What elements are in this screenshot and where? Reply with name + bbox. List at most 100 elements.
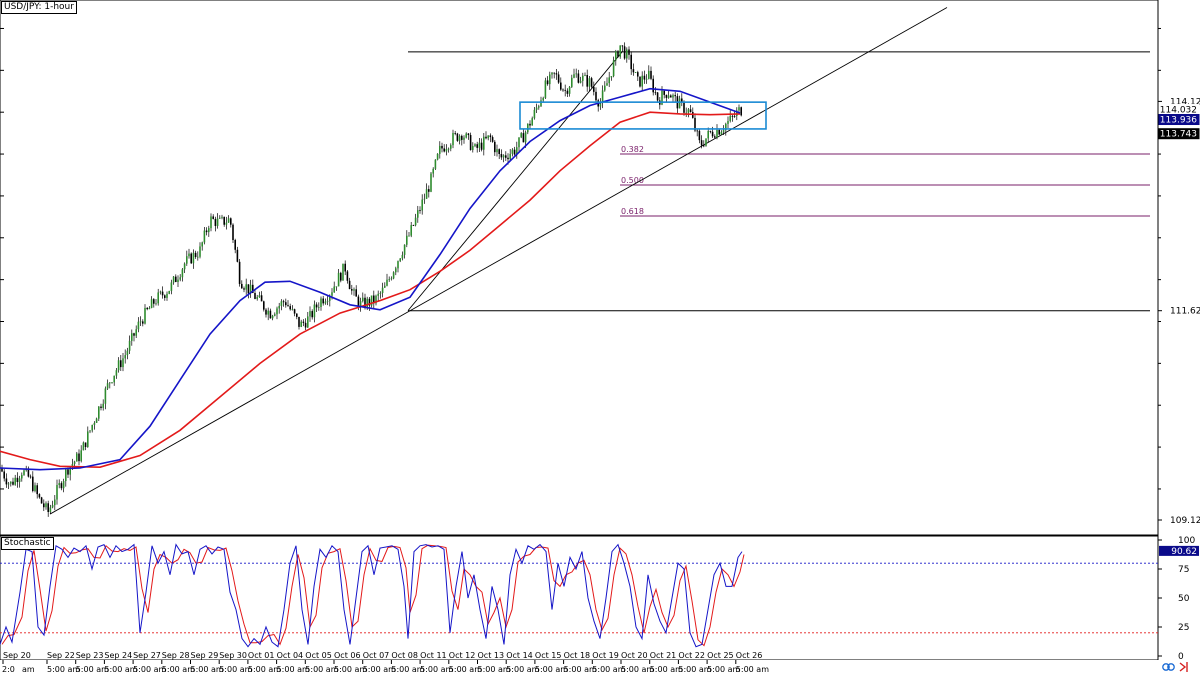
candle-body: [731, 115, 734, 117]
candle-body: [395, 268, 397, 273]
candle-body: [555, 73, 558, 75]
candle-body: [322, 298, 324, 304]
date-label: Oct 08: [391, 651, 418, 660]
candle-body: [43, 503, 45, 508]
candle-body: [7, 483, 10, 485]
date-label: Oct 06: [334, 651, 361, 660]
candle-body: [223, 216, 225, 225]
candle-body: [632, 69, 635, 73]
candle-body: [71, 464, 74, 467]
candle-body: [289, 306, 291, 310]
candle-body: [362, 297, 364, 302]
candle-body: [113, 375, 115, 383]
candle-body: [648, 70, 650, 79]
time-label: 5:00 am: [736, 665, 769, 674]
date-label: Oct 21: [650, 651, 677, 660]
scroll-end-icon[interactable]: [1179, 662, 1188, 672]
candle-body: [722, 130, 725, 132]
date-label: Sep 20: [3, 651, 31, 660]
date-label: Oct 04: [277, 651, 304, 660]
candle-body: [1, 468, 3, 472]
candle-body: [115, 370, 118, 376]
link-icon[interactable]: [1162, 663, 1175, 671]
candle-body: [463, 137, 465, 140]
candle-body: [34, 485, 36, 491]
candle-body: [14, 477, 16, 485]
time-axis-bg: [0, 660, 1200, 675]
time-label: 5:00 am: [707, 665, 740, 674]
candle-body: [698, 130, 701, 141]
candle-body: [654, 92, 657, 94]
trendline: [407, 51, 623, 311]
candle-body: [245, 284, 247, 290]
candle-body: [329, 295, 331, 301]
time-label: 5:00 am: [76, 665, 109, 674]
price-tick-label: 111.629: [1170, 307, 1200, 317]
time-label: 5:00 am: [305, 665, 338, 674]
candle-body: [247, 284, 250, 294]
date-label: Oct 22: [678, 651, 705, 660]
candle-body: [177, 279, 179, 283]
candle-body: [326, 300, 329, 302]
time-label: 5:00 am: [277, 665, 310, 674]
candle-body: [12, 481, 14, 485]
candle-body: [335, 286, 338, 288]
candle-body: [683, 101, 685, 113]
candle-body: [443, 148, 445, 152]
candle-body: [98, 406, 100, 419]
candle-body: [337, 272, 340, 287]
time-label: 5:00 am: [449, 665, 482, 674]
candle-body: [111, 382, 113, 384]
time-label: 5:00 am: [678, 665, 711, 674]
candle-body: [227, 218, 230, 223]
candle-body: [557, 74, 560, 83]
candle-body: [573, 74, 575, 78]
candle-body: [27, 468, 30, 477]
candle-body: [410, 225, 412, 236]
candle-body: [21, 474, 23, 479]
candle-body: [254, 292, 256, 299]
candle-body: [67, 469, 69, 475]
candle-body: [491, 137, 494, 142]
candle-body: [687, 109, 690, 113]
candle-body: [82, 442, 85, 451]
candle-body: [353, 289, 355, 291]
candle-body: [126, 350, 129, 356]
candle-body: [472, 145, 474, 150]
candle-body: [280, 301, 283, 306]
candle-body: [568, 86, 571, 94]
candle-body: [309, 311, 311, 317]
candle-body: [406, 235, 408, 245]
candle-body: [58, 483, 60, 486]
candle-body: [117, 360, 120, 371]
candle-body: [566, 90, 569, 94]
candle-body: [203, 230, 206, 243]
candle-body: [672, 95, 674, 98]
candle-body: [480, 142, 483, 150]
candle-body: [192, 252, 195, 264]
candle-body: [54, 499, 56, 506]
candle-body: [511, 149, 514, 154]
candle-body: [104, 388, 107, 404]
candle-body: [621, 45, 624, 47]
fib-level-label: 0.500: [621, 176, 644, 185]
candle-body: [201, 242, 203, 247]
candle-body: [425, 189, 428, 199]
time-label: 5:00 am: [592, 665, 625, 674]
trendlines: [49, 7, 948, 515]
candle-body: [590, 78, 593, 87]
candle-body: [357, 296, 360, 308]
candle-body: [238, 261, 241, 284]
candle-body: [373, 295, 375, 304]
date-label: Oct 14: [506, 651, 533, 660]
candle-body: [502, 155, 505, 158]
candle-body: [593, 86, 595, 92]
candle-body: [577, 73, 580, 83]
candle-body: [498, 149, 500, 155]
date-label: Sep 29: [191, 651, 219, 660]
stoch-tick-label: 0: [1178, 652, 1184, 662]
time-axis: Sep 20 Sep 22 Sep 23 Sep 24 Sep 27 Sep 28 Sep …: [0, 651, 1200, 675]
candle-body: [538, 106, 540, 108]
candle-body: [102, 403, 104, 408]
candle-body: [553, 72, 555, 74]
